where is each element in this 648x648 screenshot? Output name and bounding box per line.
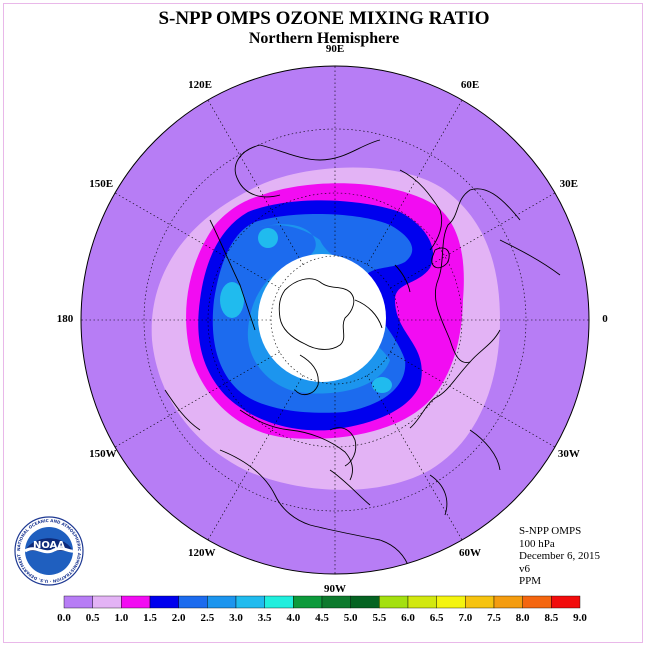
figure-frame <box>3 3 643 643</box>
longitude-label: 150E <box>89 178 114 190</box>
colorbar-cell <box>551 595 581 609</box>
colorbar-tick-label: 6.5 <box>430 612 444 624</box>
info-instrument: S-NPP OMPS <box>519 525 582 537</box>
longitude-label: 180 <box>56 313 74 325</box>
colorbar-tick-label: 3.5 <box>258 612 272 624</box>
longitude-label: 120E <box>188 79 212 92</box>
colorbar-tick-label: 4.0 <box>286 612 300 624</box>
info-version: v6 <box>519 562 530 575</box>
ozone-patch-3.0-3.5 <box>258 228 278 248</box>
colorbar-tick-label: 7.5 <box>487 612 501 624</box>
colorbar-cell <box>522 595 552 609</box>
colorbar-cell <box>264 595 294 609</box>
ozone-patch-3.0-3.5 <box>220 282 244 318</box>
colorbar-tick-label: 7.0 <box>458 612 472 624</box>
colorbar-tick-label: 8.0 <box>516 612 530 624</box>
colorbar: 0.0 0.5 1.0 1.5 2.0 2.5 3.0 3.5 4.0 4.5 5.0 5.5 6.0 6… <box>57 595 587 624</box>
colorbar-tick-label: 5.5 <box>372 612 386 624</box>
map-title: S-NPP OMPS OZONE MIXING RATIO <box>158 8 490 29</box>
colorbar-cell <box>350 595 380 609</box>
polar-night-gap <box>258 254 386 382</box>
colorbar-cell <box>407 595 437 609</box>
colorbar-cell <box>293 595 323 609</box>
ozone-patch-3.0-3.5 <box>372 377 392 393</box>
noaa-logo: NATIONAL OCEANIC AND ATMOSPHERIC ADMINIS… <box>14 516 84 586</box>
longitude-label: 30E <box>559 178 578 190</box>
colorbar-cell <box>92 595 122 609</box>
logo-text: NOAA <box>33 540 65 551</box>
colorbar-tick-label: 1.0 <box>114 612 128 624</box>
colorbar-cell <box>63 595 93 609</box>
colorbar-cell <box>465 595 495 609</box>
colorbar-tick-label: 0.5 <box>86 612 100 624</box>
colorbar-cell <box>149 595 179 609</box>
longitude-label: 30W <box>557 448 580 460</box>
colorbar-tick-label: 5.0 <box>344 612 358 624</box>
map-boundary <box>80 65 590 575</box>
colorbar-cell <box>436 595 466 609</box>
info-units: PPM <box>519 575 542 587</box>
colorbar-cell <box>235 595 265 609</box>
longitude-label: 90W <box>324 583 346 595</box>
colorbar-tick-label: 2.0 <box>172 612 186 624</box>
polar-ozone-map <box>80 65 590 575</box>
map-disk <box>81 66 589 574</box>
longitude-label: 60W <box>459 546 481 559</box>
colorbar-cell <box>379 595 409 609</box>
longitude-label: 120W <box>188 546 216 559</box>
colorbar-cell <box>321 595 351 609</box>
colorbar-tick-label: 3.0 <box>229 612 243 624</box>
info-date: December 6, 2015 <box>519 550 600 562</box>
longitude-label: 60E <box>460 79 480 92</box>
colorbar-tick-label: 8.5 <box>544 612 558 624</box>
colorbar-tick-label: 1.5 <box>143 612 157 624</box>
info-level: 100 hPa <box>519 537 555 550</box>
colorbar-cell <box>493 595 523 609</box>
product-info: S-NPP OMPS 100 hPa December 6, 2015 v6 P… <box>519 525 600 588</box>
map-subtitle: Northern Hemisphere <box>248 30 400 47</box>
coastlines <box>164 139 561 571</box>
longitude-label: 150W <box>89 448 117 460</box>
colorbar-tick-label: 4.5 <box>315 612 329 624</box>
colorbar-tick-label: 9.0 <box>573 612 587 624</box>
graticule <box>81 66 589 574</box>
colorbar-cell <box>178 595 208 609</box>
colorbar-tick-label: 2.5 <box>200 612 214 624</box>
colorbar-cell <box>121 595 151 609</box>
colorbar-tick-label: 0.0 <box>57 612 71 624</box>
colorbar-cell <box>207 595 237 609</box>
longitude-label: 0 <box>602 313 608 325</box>
longitude-label: 90E <box>325 43 345 55</box>
colorbar-tick-label: 6.0 <box>401 612 415 624</box>
